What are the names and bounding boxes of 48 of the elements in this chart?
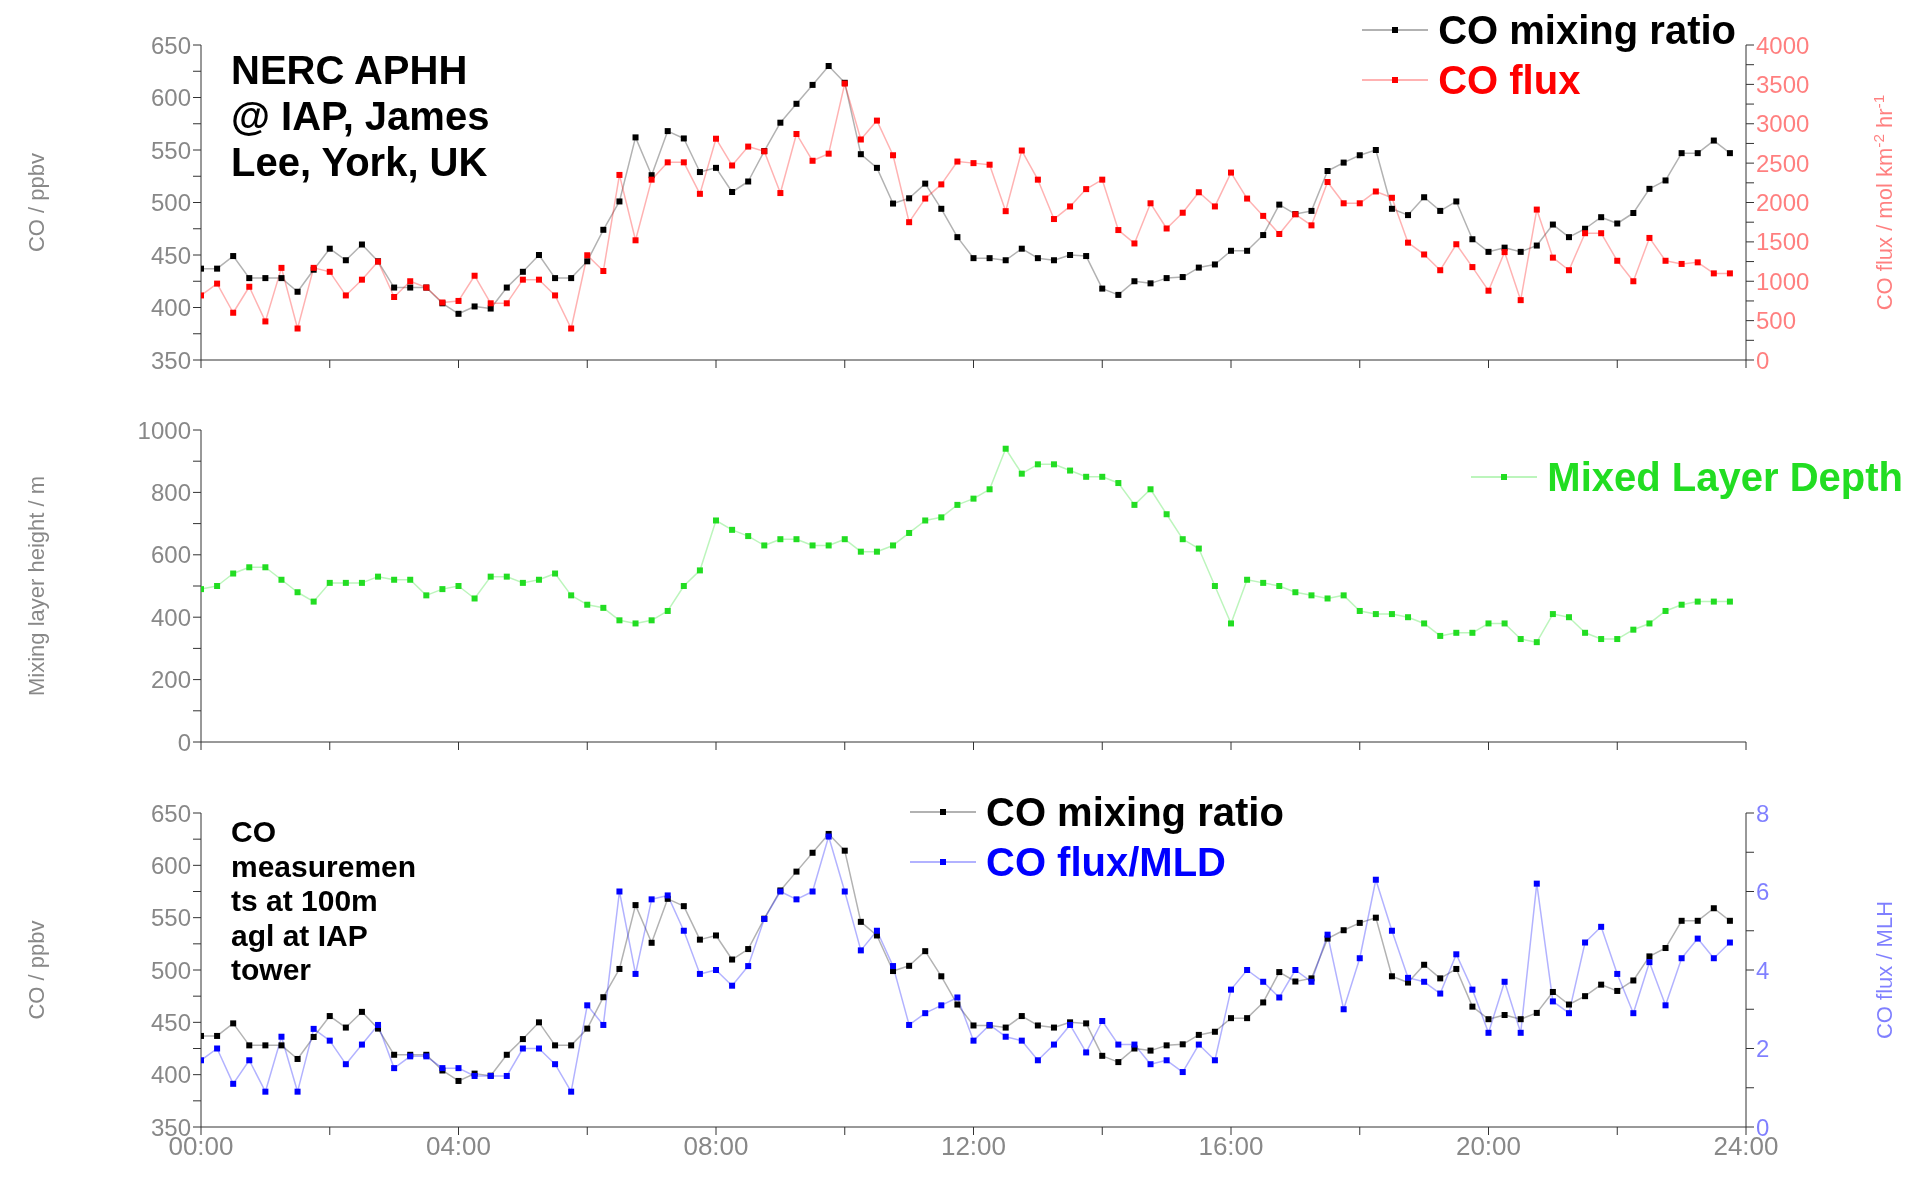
y2-tick-label: 4000 — [1756, 31, 1810, 59]
y-tick-label: 500 — [150, 956, 191, 984]
y-tick-label: 550 — [150, 904, 191, 932]
legend-label: Mixed Layer Depth — [1547, 454, 1903, 501]
y2-tick-label: 0 — [1756, 346, 1770, 374]
y-tick-label: 400 — [150, 603, 191, 631]
y-tick-label: 500 — [150, 189, 191, 217]
y-tick-label: 350 — [150, 346, 191, 374]
y2-tick-label: 4 — [1756, 956, 1770, 984]
x-tick-label: 16:00 — [1198, 1131, 1264, 1162]
y2-tick-label: 2500 — [1756, 149, 1810, 177]
y-tick-label: 600 — [150, 851, 191, 879]
y-tick-label: 600 — [150, 84, 191, 112]
y-tick-label: 600 — [150, 541, 191, 569]
legend-label: CO mixing ratio — [986, 789, 1284, 836]
y2-tick-label: 1000 — [1756, 267, 1810, 295]
y2-tick-label: 6 — [1756, 878, 1770, 906]
y-axis-title: CO / ppbv — [24, 920, 49, 1020]
annotation: CO measuremen ts at 100m agl at IAP tower — [231, 815, 417, 988]
y2-tick-label: 2 — [1756, 1035, 1770, 1063]
y2-tick-label: 2000 — [1756, 189, 1810, 217]
legend-label: CO flux/MLD — [986, 839, 1226, 886]
x-tick-label: 20:00 — [1455, 1131, 1522, 1162]
y2-tick-label: 3500 — [1756, 70, 1810, 98]
y2-tick-label: 8 — [1756, 799, 1770, 827]
y-tick-label: 450 — [150, 241, 191, 269]
y-tick-label: 550 — [150, 136, 191, 164]
y-tick-label: 400 — [150, 294, 191, 322]
annotation: NERC APHH @ IAP, James Lee, York, UK — [231, 47, 490, 185]
y-tick-label: 650 — [150, 31, 191, 59]
x-tick-label: 12:00 — [940, 1131, 1007, 1162]
y-tick-label: 0 — [177, 728, 191, 756]
y-tick-label: 400 — [150, 1061, 191, 1089]
y2-tick-label: 500 — [1756, 307, 1797, 335]
y-axis-title: CO / ppbv — [24, 152, 49, 253]
y-tick-label: 200 — [150, 666, 191, 694]
y-tick-label: 650 — [150, 799, 191, 827]
y-tick-label: 450 — [150, 1008, 191, 1036]
legend-label: CO mixing ratio — [1438, 7, 1736, 54]
legend-label: CO flux — [1438, 57, 1581, 104]
y-tick-label: 1000 — [137, 416, 191, 444]
y-tick-label: 800 — [150, 478, 191, 506]
x-tick-label: 08:00 — [683, 1131, 749, 1162]
y2-tick-label: 1500 — [1756, 228, 1810, 256]
y2-axis-title: CO flux / MLH — [1872, 900, 1897, 1040]
y-axis-title: Mixing layer height / m — [24, 475, 49, 697]
x-tick-label: 04:00 — [425, 1131, 492, 1162]
y2-tick-label: 3000 — [1756, 110, 1810, 138]
